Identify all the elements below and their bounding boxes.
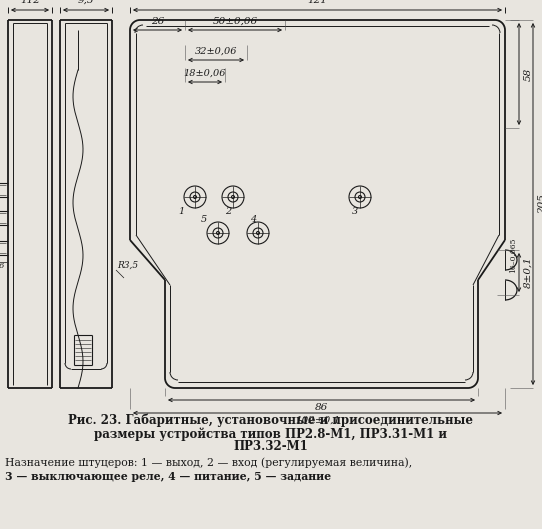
Text: 112: 112	[20, 0, 40, 5]
Text: 1: 1	[178, 206, 184, 215]
Text: размеры устройства типов ПР2.8-М1, ПР3.31-М1 и: размеры устройства типов ПР2.8-М1, ПР3.3…	[94, 427, 448, 441]
Text: 3: 3	[352, 206, 358, 215]
Text: 58: 58	[524, 67, 533, 80]
Text: 9,5: 9,5	[78, 0, 94, 5]
Text: 32±0,06: 32±0,06	[195, 47, 237, 56]
Text: 4: 4	[250, 215, 256, 224]
Text: 205: 205	[538, 194, 542, 214]
Text: 26: 26	[151, 17, 164, 26]
Text: 86: 86	[315, 403, 328, 412]
Text: 16–0,065: 16–0,065	[508, 237, 516, 273]
Text: 121: 121	[307, 0, 327, 5]
Text: R3,5: R3,5	[117, 260, 138, 269]
Text: 102±0,1: 102±0,1	[295, 416, 340, 425]
Text: 18±0,06: 18±0,06	[184, 69, 226, 78]
Text: 5: 5	[201, 215, 207, 224]
Text: 3 — выключающее реле, 4 — питание, 5 — задание: 3 — выключающее реле, 4 — питание, 5 — з…	[5, 470, 331, 481]
Text: Рис. 23. Габаритные, установочные и присоединительные: Рис. 23. Габаритные, установочные и прис…	[68, 413, 474, 427]
Text: 8±0,1: 8±0,1	[524, 257, 533, 288]
Text: ПР3.32-М1: ПР3.32-М1	[234, 441, 308, 453]
Text: 2: 2	[225, 206, 231, 215]
Text: 6: 6	[0, 262, 4, 270]
Text: 50±0,06: 50±0,06	[212, 17, 257, 26]
Text: Назначение штуцеров: 1 — выход, 2 — вход (регулируемая величина),: Назначение штуцеров: 1 — выход, 2 — вход…	[5, 458, 412, 468]
